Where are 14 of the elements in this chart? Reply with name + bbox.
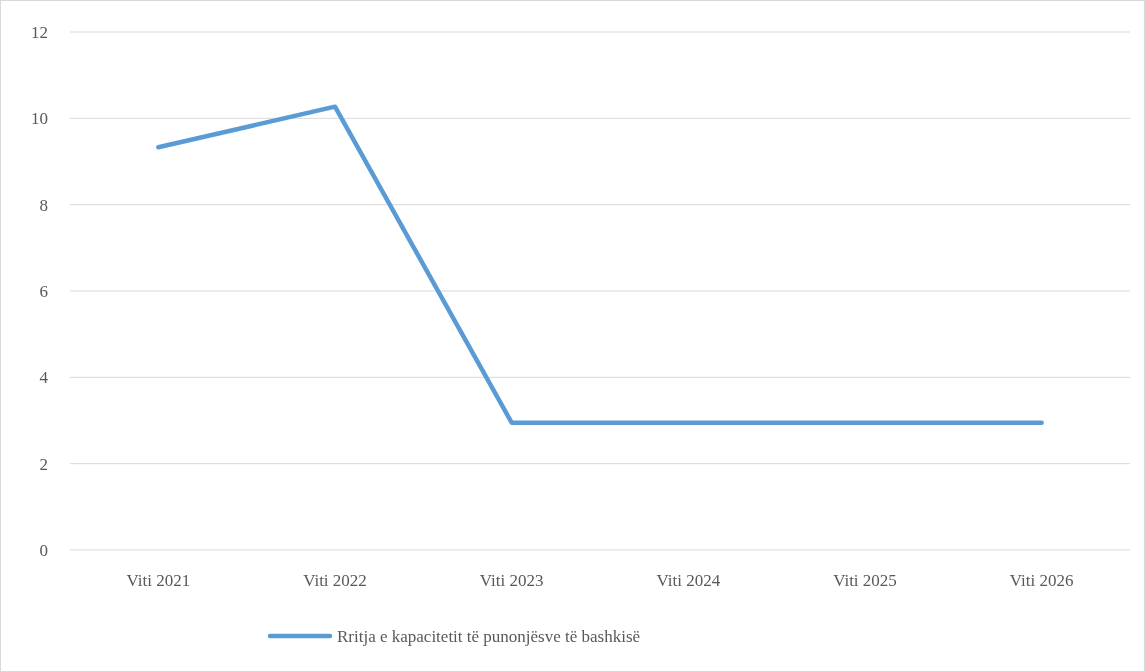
x-tick-label: Viti 2024 [656,571,721,590]
y-tick-label: 12 [31,22,48,42]
x-tick-label: Viti 2023 [479,571,544,590]
x-tick-label: Viti 2025 [833,571,897,590]
y-tick-label: 4 [39,368,49,388]
y-tick-label: 0 [39,540,48,560]
x-tick-label: Viti 2026 [1009,571,1074,590]
x-tick-label: Viti 2021 [126,571,191,590]
y-tick-label: 6 [39,281,48,301]
y-tick-label: 8 [39,195,48,215]
legend-label: Rritja e kapacitetit të punonjësve të bashkisë [337,626,641,646]
x-tick-label: Viti 2022 [303,571,367,590]
y-tick-label: 10 [31,109,48,129]
y-tick-label: 2 [39,454,48,474]
